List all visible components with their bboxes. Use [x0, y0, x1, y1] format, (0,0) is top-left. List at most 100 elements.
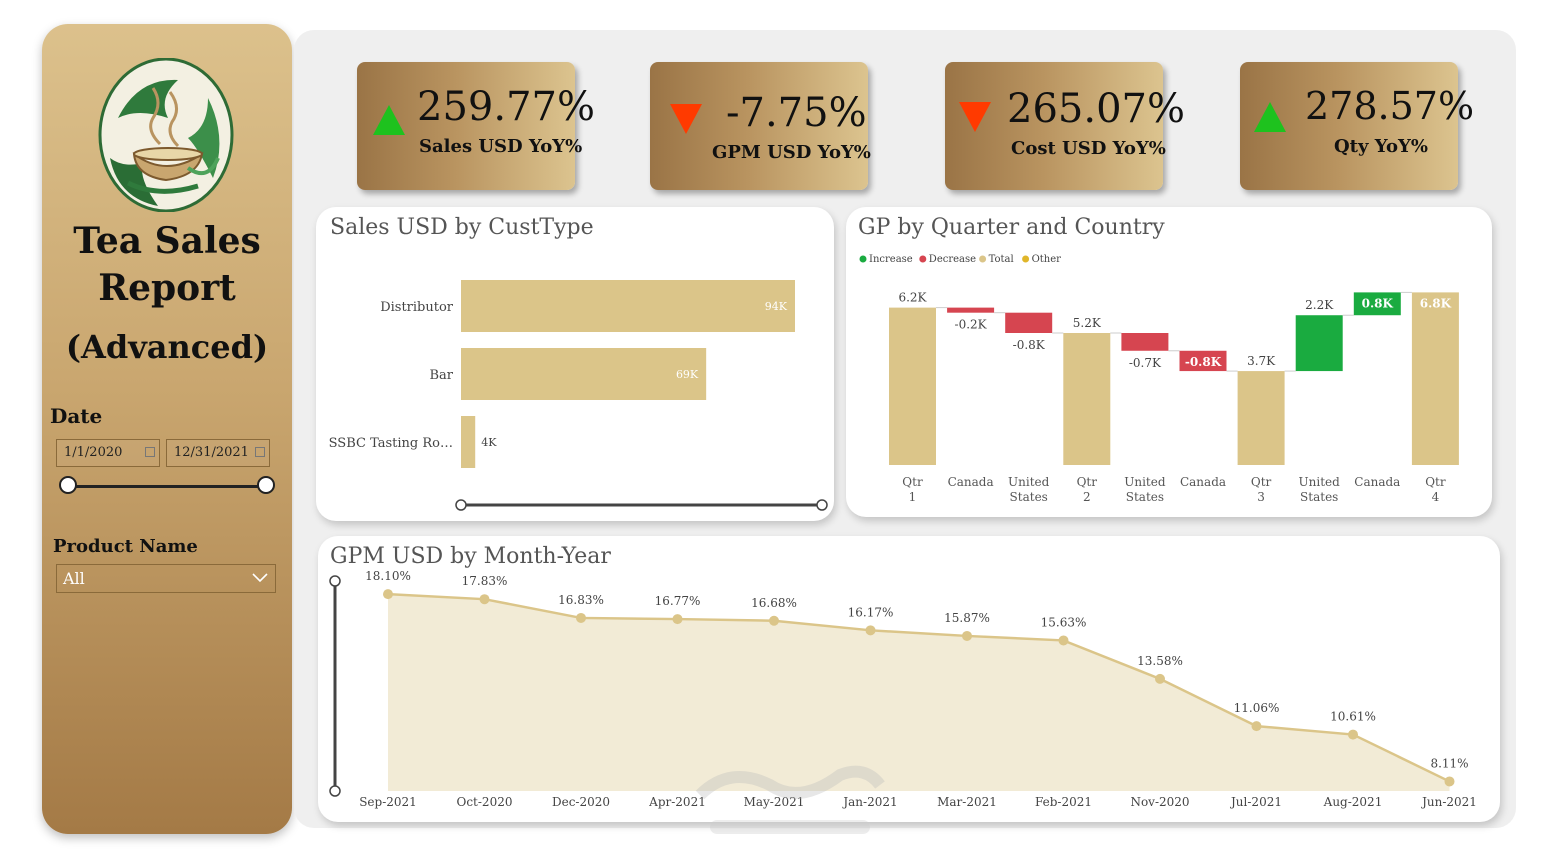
- custtype-bar-chart: Distributor 94K Bar 69K SSBC Tasting Ro… 4K: [329, 280, 828, 511]
- scroll-slider-handle: [816, 499, 828, 511]
- axis-tick-label: Qtr: [1251, 475, 1272, 489]
- report-title-line3: (Advanced): [65, 328, 269, 366]
- data-point: [1155, 673, 1165, 684]
- triangle-up-icon: [1254, 102, 1286, 132]
- legend-label: Other: [1032, 254, 1062, 265]
- axis-tick-label: Sep-2021: [359, 795, 417, 809]
- date-slider-start-handle[interactable]: [59, 476, 77, 494]
- data-label: 4K: [481, 436, 497, 449]
- date-end-value: 12/31/2021: [174, 445, 249, 460]
- axis-tick-label: Aug-2021: [1323, 795, 1383, 809]
- report-title-line2: Report: [98, 267, 236, 309]
- waterfall-bar: [1005, 312, 1053, 333]
- data-label: 11.06%: [1234, 701, 1280, 715]
- zoom-slider-handle: [329, 785, 341, 797]
- waterfall-bar: [889, 307, 936, 465]
- axis-tick-label: States: [1126, 490, 1164, 504]
- kpi-label: Cost USD YoY%: [1011, 138, 1166, 159]
- bar: [461, 348, 707, 400]
- data-label: 6.2K: [898, 291, 927, 305]
- kpi-card-sales[interactable]: 259.77% Sales USD YoY%: [357, 62, 595, 190]
- axis-tick-label: Apr-2021: [648, 795, 706, 809]
- triangle-up-icon: [373, 105, 405, 135]
- data-label: 0.8K: [1362, 296, 1394, 310]
- axis-tick-label: Jul-2021: [1229, 795, 1282, 809]
- axis-tick-label: 1: [909, 490, 917, 504]
- axis-tick-label: Qtr: [1077, 475, 1098, 489]
- category-label: Distributor: [380, 300, 454, 315]
- data-label: -0.7K: [1129, 356, 1162, 370]
- category-label: SSBC Tasting Ro…: [329, 436, 453, 451]
- bar: [461, 280, 795, 332]
- axis-tick-label: Jun-2021: [1420, 795, 1477, 809]
- waterfall-bar: [1353, 292, 1401, 316]
- product-name-dropdown[interactable]: All: [56, 564, 276, 593]
- data-label: 94K: [765, 300, 788, 313]
- data-point: [383, 589, 393, 600]
- sidebar: Tea Sales Report (Advanced) Date 1/1/202…: [42, 24, 292, 834]
- data-point: [865, 625, 876, 636]
- data-point: [479, 594, 490, 605]
- waterfall-bar: [1121, 333, 1169, 351]
- tea-logo-icon: [98, 58, 234, 212]
- axis-tick-label: United: [1124, 475, 1166, 489]
- category-label: Bar: [429, 368, 453, 383]
- axis-tick-label: Nov-2020: [1130, 795, 1189, 809]
- axis-tick-label: Oct-2020: [457, 795, 513, 809]
- data-label: 8.11%: [1430, 756, 1468, 770]
- date-start-input[interactable]: 1/1/2020: [56, 439, 160, 467]
- data-label: 15.87%: [944, 611, 990, 625]
- legend-marker: [859, 255, 867, 263]
- legend-marker: [919, 255, 927, 263]
- kpi-value: 265.07%: [1007, 86, 1185, 132]
- axis-tick-label: Feb-2021: [1035, 795, 1092, 809]
- data-label: 15.63%: [1041, 615, 1087, 629]
- kpi-card-gpm[interactable]: -7.75% GPM USD YoY%: [650, 62, 871, 190]
- date-slider-end-handle[interactable]: [257, 476, 275, 494]
- data-label: 16.83%: [558, 593, 604, 607]
- kpi-card-cost[interactable]: 265.07% Cost USD YoY%: [945, 62, 1185, 190]
- waterfall-bar: [1063, 333, 1111, 465]
- product-name-value: All: [63, 569, 85, 588]
- data-label: 3.7K: [1247, 354, 1276, 368]
- triangle-down-icon: [670, 104, 702, 134]
- card-title: GP by Quarter and Country: [858, 215, 1165, 240]
- legend-marker: [1022, 255, 1030, 263]
- axis-tick-label: States: [1300, 490, 1338, 504]
- kpi-value: -7.75%: [726, 90, 867, 136]
- kpi-card-qty[interactable]: 278.57% Qty YoY%: [1240, 62, 1474, 190]
- calendar-icon[interactable]: [255, 447, 265, 457]
- date-end-input[interactable]: 12/31/2021: [166, 439, 270, 467]
- waterfall-bar: [1237, 371, 1285, 465]
- data-label: 18.10%: [365, 569, 411, 583]
- card-title: Sales USD by CustType: [330, 215, 594, 240]
- data-point: [1444, 776, 1455, 787]
- data-point: [962, 630, 972, 641]
- axis-tick-label: Canada: [948, 475, 994, 489]
- data-label: 5.2K: [1073, 316, 1102, 330]
- axis-tick-label: Canada: [1180, 475, 1226, 489]
- data-point: [1348, 729, 1358, 740]
- chevron-down-icon: [252, 573, 268, 583]
- watermark-logo: [695, 765, 885, 834]
- data-point: [672, 614, 683, 625]
- data-point: [1251, 721, 1262, 732]
- date-range-slider-track[interactable]: [68, 485, 268, 488]
- data-label: 2.2K: [1305, 298, 1334, 312]
- axis-tick-label: 4: [1432, 490, 1440, 504]
- legend-label: Total: [989, 254, 1014, 265]
- series-line: [387, 592, 1451, 783]
- axis-tick-label: Jan-2021: [841, 795, 897, 809]
- scroll-slider-handle: [455, 499, 467, 511]
- kpi-label: Sales USD YoY%: [419, 136, 583, 157]
- gp-by-quarter-card: GP by Quarter and Country Increase Decrea…: [846, 207, 1492, 517]
- axis-tick-label: Mar-2021: [937, 795, 997, 809]
- date-start-value: 1/1/2020: [64, 445, 123, 460]
- date-label: Date: [50, 404, 103, 428]
- product-name-label: Product Name: [53, 536, 198, 557]
- kpi-value: 278.57%: [1305, 84, 1475, 128]
- kpi-label: Qty YoY%: [1334, 136, 1428, 157]
- calendar-icon[interactable]: [145, 447, 155, 457]
- axis-tick-label: May-2021: [744, 795, 805, 809]
- axis-tick-label: 2: [1083, 490, 1091, 504]
